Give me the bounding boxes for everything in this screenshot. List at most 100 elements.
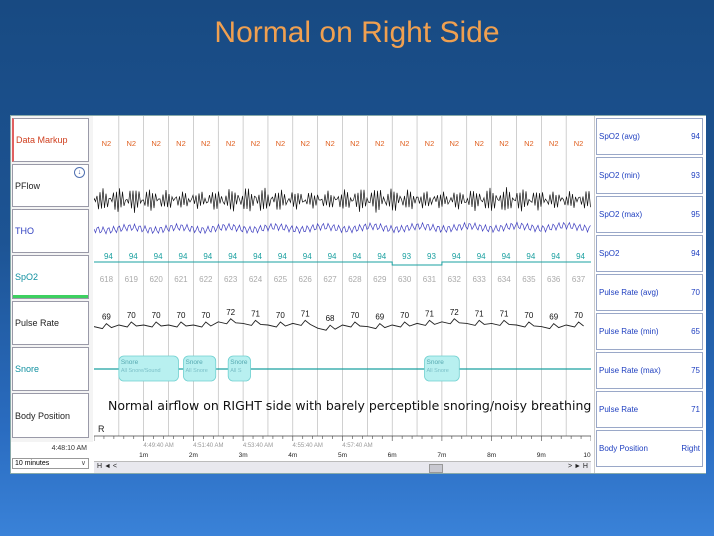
time-axis-clock-label: 4:57:40 AM (342, 443, 372, 449)
stage-label: N2 (425, 139, 435, 148)
epoch-number: 626 (299, 275, 313, 284)
scroll-thumb[interactable] (429, 464, 443, 473)
epoch-number: 623 (224, 275, 238, 284)
time-axis-minute-label: 8m (487, 452, 496, 459)
window-duration-select[interactable]: 10 minutes ∨ (12, 458, 89, 469)
snore-event-title: Snore (427, 359, 445, 366)
pulse-value: 71 (251, 309, 260, 318)
sleep-stage-row: N2 N2 N2 N2 N2 N2 N2 N2 N2 N2 N2 N2 N2 N2 N2 N2 N2 N2 N2 N2 (102, 139, 584, 148)
stage-label: N2 (400, 139, 410, 148)
pulse-value: 70 (201, 311, 210, 320)
spo2-line (94, 261, 591, 266)
spo2-indicator-bar (13, 295, 88, 298)
stage-label: N2 (276, 139, 286, 148)
epoch-number: 627 (323, 275, 337, 284)
download-arrow-icon[interactable]: ↓ (74, 167, 85, 178)
spo2-value: 94 (253, 252, 262, 261)
channel-label-pflow[interactable]: PFlow ↓ (12, 164, 89, 207)
channel-labels: Data Markup PFlow ↓ THO SpO2 Pulse Rate S… (11, 116, 93, 456)
pulse-value: 71 (425, 309, 434, 318)
spo2-value: 93 (427, 252, 436, 261)
snore-event-sub: All Snore/Sound (121, 368, 161, 374)
time-axis-minute-label: 2m (189, 452, 198, 459)
epoch-number: 625 (274, 275, 288, 284)
epoch-number: 629 (373, 275, 387, 284)
stat-pulse-max: Pulse Rate (max) 75 (596, 352, 703, 389)
time-axis-clock-label: 4:51:40 AM (193, 443, 223, 449)
spo2-value: 94 (154, 252, 163, 261)
clinical-annotation: Normal airflow on RIGHT side with barely… (108, 398, 591, 413)
spo2-value: 94 (452, 252, 461, 261)
stat-name: Pulse Rate (min) (599, 327, 659, 336)
snore-event-sub: All Snore (185, 368, 207, 374)
spo2-value: 94 (129, 252, 138, 261)
stat-pulse-min: Pulse Rate (min) 65 (596, 313, 703, 350)
spo2-value: 94 (477, 252, 486, 261)
time-axis-clock-label: 4:53:40 AM (243, 443, 273, 449)
pflow-waveform (94, 187, 591, 213)
pulse-value: 70 (152, 311, 161, 320)
scroll-left-buttons[interactable]: H ◄ < (97, 463, 117, 470)
stat-value: 65 (691, 327, 700, 336)
spo2-value: 94 (576, 252, 585, 261)
channel-label-tho[interactable]: THO (12, 209, 89, 253)
spo2-value: 94 (278, 252, 287, 261)
pulse-value: 70 (574, 311, 583, 320)
scroll-right-buttons[interactable]: > ► H (568, 463, 588, 470)
stage-label: N2 (450, 139, 460, 148)
horizontal-scrollbar[interactable]: H ◄ < > ► H (94, 461, 591, 473)
snore-events: Snore All Snore/Sound Snore All Snore Snore A… (118, 355, 460, 382)
snore-event-box (424, 355, 460, 382)
channel-label-snore[interactable]: Snore (12, 347, 89, 391)
stage-label: N2 (300, 139, 310, 148)
pulse-rate-waveform (94, 318, 584, 331)
epoch-number: 631 (423, 275, 437, 284)
pulse-value: 70 (400, 311, 409, 320)
chevron-down-icon: ∨ (80, 460, 86, 467)
pulse-value: 68 (326, 314, 335, 323)
stat-name: SpO2 (599, 249, 620, 258)
epoch-number: 622 (199, 275, 213, 284)
pulse-value: 71 (475, 309, 484, 318)
time-axis-minute-label: 5m (338, 452, 347, 459)
pulse-value: 69 (549, 313, 558, 322)
signal-plot-area[interactable]: N2 N2 N2 N2 N2 N2 N2 N2 N2 N2 N2 N2 N2 N2 N2 N2 N2 N2 N2 N2… (94, 116, 591, 473)
time-axis-minute-label: 7m (437, 452, 446, 459)
stat-name: SpO2 (avg) (599, 132, 640, 141)
channel-label-pulse-rate[interactable]: Pulse Rate (12, 301, 89, 345)
window-duration-value: 10 minutes (15, 460, 50, 467)
pulse-value: 70 (177, 311, 186, 320)
stat-value: 93 (691, 171, 700, 180)
pulse-value: 71 (301, 309, 310, 318)
stat-value: Right (681, 444, 700, 453)
stat-name: Body Position (599, 444, 648, 453)
channel-label-text: Body Position (15, 410, 71, 421)
spo2-trace: 94 94 94 94 94 94 94 94 94 94 94 94 93 93 94 94 94 94 94 94 (94, 252, 591, 266)
pulse-value: 70 (524, 311, 533, 320)
channel-label-body-position[interactable]: Body Position (12, 393, 89, 438)
channel-label-text: Data Markup (16, 135, 68, 145)
time-axis-minute-label: 9m (537, 452, 546, 459)
channel-label-data-markup[interactable]: Data Markup (12, 118, 89, 162)
stat-spo2-min: SpO2 (min) 93 (596, 157, 703, 194)
stat-pulse-rate: Pulse Rate 71 (596, 391, 703, 428)
stat-value: 75 (691, 366, 700, 375)
epoch-number-row: 618 619 620 621 622 623 624 625 626 627 628 629 630 6… (100, 275, 586, 284)
spo2-value: 94 (179, 252, 188, 261)
channel-label-spo2[interactable]: SpO2 (12, 255, 89, 299)
time-axis: 4:49:40 AM 4:51:40 AM 4:53:40 AM 4:55:40 AM… (94, 436, 591, 459)
stat-name: Pulse Rate (avg) (599, 288, 659, 297)
snore-event-title: Snore (121, 359, 139, 366)
sleep-study-viewer: Data Markup PFlow ↓ THO SpO2 Pulse Rate S… (10, 115, 706, 474)
time-axis-clock-label: 4:55:40 AM (293, 443, 323, 449)
stage-label: N2 (375, 139, 385, 148)
time-axis-clock-label: 4:49:40 AM (143, 443, 173, 449)
stage-label: N2 (350, 139, 360, 148)
view-controls: 4:48:10 AM 10 minutes ∨ (11, 442, 93, 473)
stat-spo2-max: SpO2 (max) 95 (596, 196, 703, 233)
stat-name: Pulse Rate (599, 405, 639, 414)
pulse-value: 70 (350, 311, 359, 320)
pulse-rate-values: 69 70 70 70 70 72 71 70 71 68 70 69 70 71 72 71 71 70 69 70 (102, 308, 584, 323)
epoch-number: 637 (572, 275, 586, 284)
pulse-value: 70 (127, 311, 136, 320)
